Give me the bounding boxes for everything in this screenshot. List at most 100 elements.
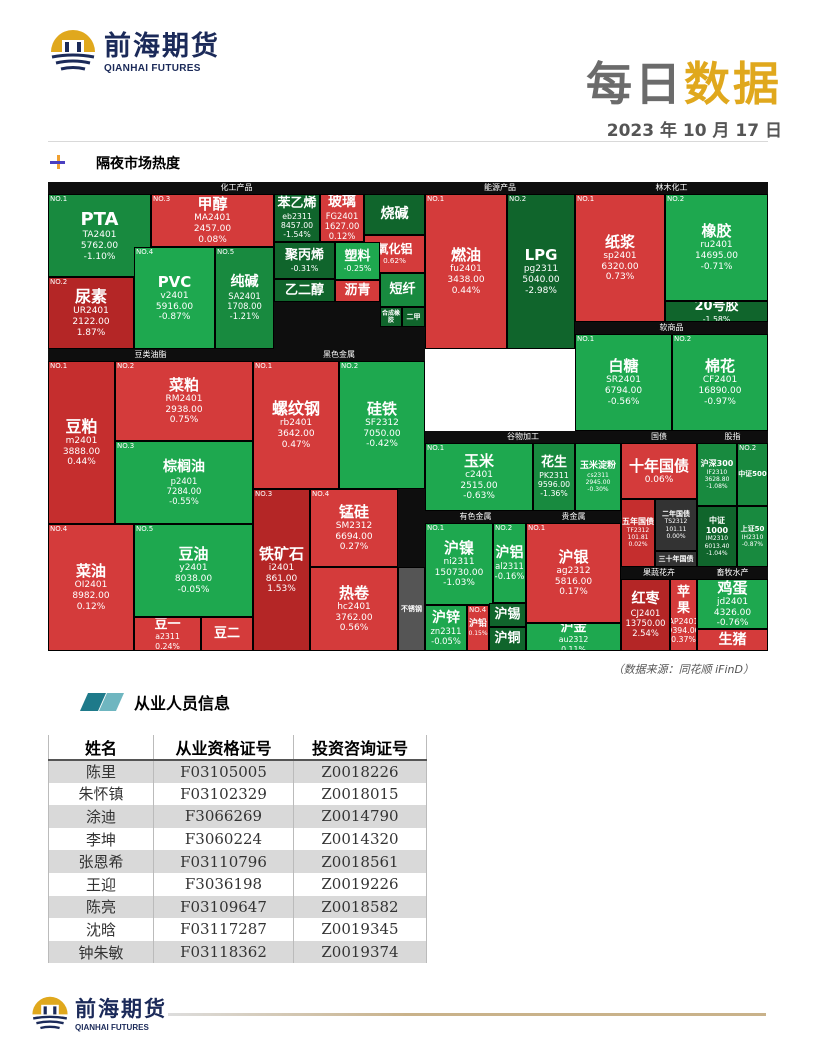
heatmap-cell: NO.2 中证500 xyxy=(737,443,768,506)
heatmap-cell: 短纤 xyxy=(380,273,425,307)
cell-chg: -0.63% xyxy=(463,491,495,502)
cell-rank: NO.1 xyxy=(427,444,445,452)
heatmap-cell: 不锈钢 xyxy=(398,567,425,651)
cell-chg: 0.73% xyxy=(605,272,635,283)
cell-price: 3888.00 xyxy=(62,446,101,457)
cell-name: 尿素 xyxy=(74,287,107,307)
cell-name: 沪银 xyxy=(558,547,589,566)
heatmap-cell: NO.5 豆油 y2401 8038.00 -0.05% xyxy=(134,524,253,617)
cell-code: SF2312 xyxy=(365,417,399,428)
cell-name: 沥青 xyxy=(344,283,371,299)
cell-chg: -0.31% xyxy=(290,263,319,273)
cell-price: 6694.00 xyxy=(335,531,373,542)
cell-name: 二年国债 xyxy=(662,510,690,519)
heatmap-cell: NO.4 PVC v2401 5916.00 -0.87% xyxy=(134,247,215,349)
cell-price: 1708.00 xyxy=(227,301,262,312)
heatmap-cell: 五年国债 TF2312 101.81 0.02% xyxy=(621,499,655,567)
cell-code: PK2311 xyxy=(539,470,569,480)
heatmap-cell: 玉米淀粉 cs2311 2945.00 -0.30% xyxy=(575,443,621,511)
cell-price: 5916.00 xyxy=(155,301,194,312)
cell-rank: NO.2 xyxy=(117,362,135,370)
cell-chg: 0.47% xyxy=(281,439,311,450)
cell-code: au2312 xyxy=(558,635,589,645)
staff-name: 陈里 xyxy=(48,760,154,783)
cell-price: 2945.00 xyxy=(585,478,611,486)
cell-name: 甲醇 xyxy=(197,195,228,214)
qual-number: F3036198 xyxy=(153,872,294,896)
cell-chg: -0.97% xyxy=(704,396,736,407)
cell-price: 9596.00 xyxy=(537,480,571,490)
cell-code: fu2401 xyxy=(450,264,482,275)
qual-number: F03117287 xyxy=(153,918,294,941)
cell-name: 纸浆 xyxy=(604,232,635,251)
heatmap-cell: NO.3 铁矿石 i2401 861.00 1.53% xyxy=(253,489,310,651)
heatmap-cell: 烧碱 xyxy=(364,194,425,235)
cell-chg: -2.98% xyxy=(525,285,557,296)
cell-code: rb2401 xyxy=(279,418,313,429)
cell-code: eb2311 xyxy=(282,211,312,221)
cell-name: 聚丙烯 xyxy=(284,248,324,264)
cell-chg: 0.00% xyxy=(666,532,686,540)
cell-rank: NO.3 xyxy=(153,195,171,203)
qual-number: F03109647 xyxy=(153,895,294,919)
cell-code: y2401 xyxy=(179,563,208,574)
cell-chg: 0.44% xyxy=(451,285,481,296)
cell-name: 沪锡 xyxy=(494,607,521,623)
cell-name: 白糖 xyxy=(608,357,639,376)
heatmap-cell: 乙二醇 xyxy=(274,279,335,302)
cell-price: 6320.00 xyxy=(601,261,639,272)
heatmap-group: 国债 十年国债 0.06% 五年国债 TF2312 101.81 0.02% 二年国债 TS23… xyxy=(621,431,697,567)
cell-price: 3438.00 xyxy=(447,275,485,286)
cell-name: 沪金 xyxy=(560,623,587,635)
cell-name: 氧化铝 xyxy=(376,242,413,257)
cell-chg: -0.05% xyxy=(431,636,461,647)
heatmap-cell: 二甲 xyxy=(402,307,425,327)
table-row: 陈亮 F03109647 Z0018582 xyxy=(48,895,427,919)
heatmap-cell: NO.2 尿素 UR2401 2122.00 1.87% xyxy=(48,277,134,349)
cell-name: 苯乙烯 xyxy=(277,196,317,212)
cell-rank: NO.2 xyxy=(495,524,513,532)
consult-number: Z0014790 xyxy=(293,805,427,828)
cell-price: 1627.00 xyxy=(324,221,360,232)
staff-table: 姓名 从业资格证号 投资咨询证号 陈里 F03105005 Z0018226 朱怀镇 F… xyxy=(48,735,427,964)
cell-rank: NO.4 xyxy=(50,525,68,533)
heatmap-cell: 沪金 au2312 0.11% xyxy=(526,623,621,651)
cell-code: FG2401 xyxy=(325,211,359,222)
cell-rank: NO.2 xyxy=(341,362,359,370)
table-row: 陈里 F03105005 Z0018226 xyxy=(48,760,427,783)
staff-name: 朱怀镇 xyxy=(48,782,154,806)
qual-number: F03118362 xyxy=(153,940,294,964)
section-heatmap-title: 隔夜市场热度 xyxy=(96,156,180,172)
table-row: 王迎 F3036198 Z0019226 xyxy=(48,872,427,896)
cell-name: 五年国债 xyxy=(622,517,654,527)
table-row: 涂迪 F3066269 Z0014790 xyxy=(48,805,427,828)
cell-name: 菜油 xyxy=(75,562,106,581)
heatmap-group: 股指 沪深300 IF2310 3628.80 -1.08% NO.2 中证500 中证100… xyxy=(697,431,768,567)
cell-name: 上证50 xyxy=(740,525,765,534)
cell-price: 5040.00 xyxy=(522,275,560,286)
cell-name: 豆一 xyxy=(154,617,181,632)
group-title: 有色金属 xyxy=(459,512,492,521)
cell-name: 棉花 xyxy=(704,357,735,376)
cell-price: 2938.00 xyxy=(165,404,203,415)
cell-price: 4326.00 xyxy=(713,607,752,618)
heatmap-cell: NO.1 玉米 c2401 2515.00 -0.63% xyxy=(425,443,533,511)
heatmap-cell: 聚丙烯 -0.31% xyxy=(274,242,335,279)
heatmap-cell: NO.4 菜油 OI2401 8982.00 0.12% xyxy=(48,524,134,651)
staff-name: 张恩希 xyxy=(48,850,154,873)
brand-name-en: QIANHAI FUTURES xyxy=(104,63,201,74)
consult-number: Z0018226 xyxy=(293,760,427,783)
cell-name: 热卷 xyxy=(338,583,369,602)
heatmap-cell: NO.2 棉花 CF2401 16890.00 -0.97% xyxy=(672,334,768,431)
qual-number: F3066269 xyxy=(153,805,294,828)
bullet-icon xyxy=(50,155,68,171)
heatmap-cell: 20号胶 -1.58% xyxy=(665,301,768,322)
cell-name: 玉米 xyxy=(463,451,494,470)
heatmap-cell: 鸡蛋 jd2401 4326.00 -0.76% xyxy=(697,579,768,629)
cell-chg: 0.75% xyxy=(169,415,199,426)
heatmap-cell: NO.1 燃油 fu2401 3438.00 0.44% xyxy=(425,194,507,349)
cell-name: 沪铅 xyxy=(468,619,487,629)
cell-code: ag2312 xyxy=(556,565,591,576)
cell-code: AP2401 xyxy=(670,616,697,626)
heatmap-cell: 沪锌 zn2311 -0.05% xyxy=(425,605,467,651)
